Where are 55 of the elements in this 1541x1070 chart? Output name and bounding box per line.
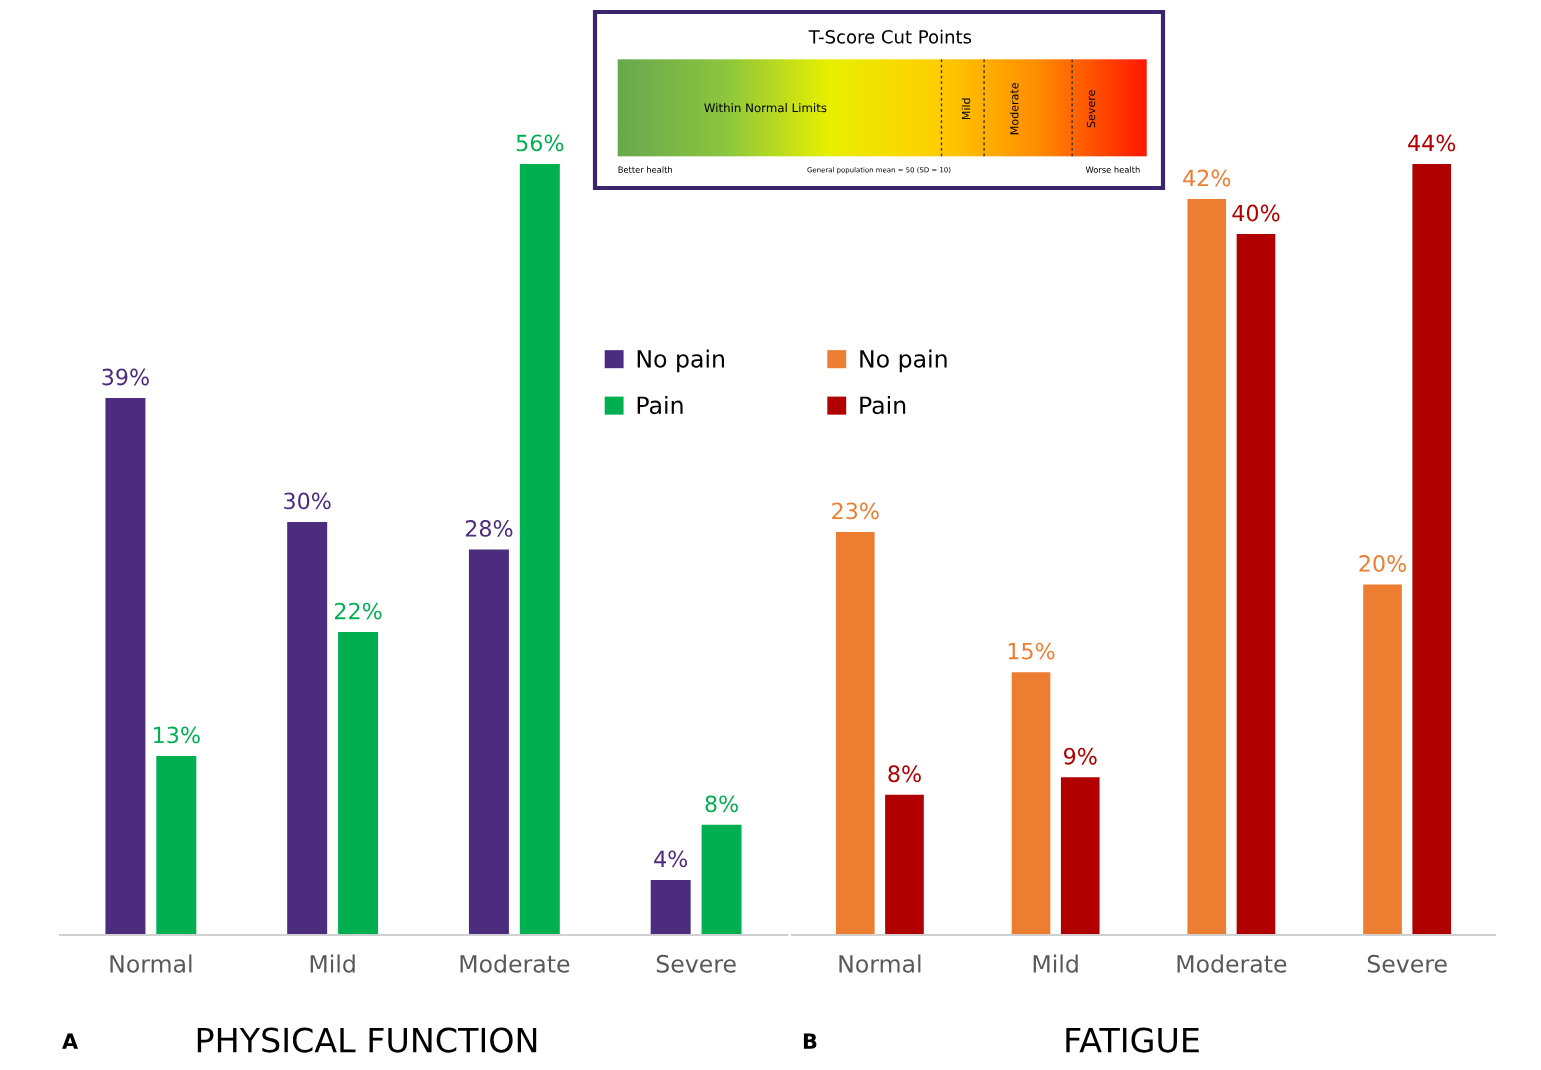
bar <box>105 398 146 935</box>
bar <box>650 879 691 935</box>
x-tick-label: Moderate <box>1177 954 1287 973</box>
legend-label: Pain <box>860 395 906 415</box>
bar <box>1363 584 1402 935</box>
text: PHYSICAL FUNCTION <box>197 1027 537 1053</box>
bar <box>835 531 875 935</box>
text: B <box>803 1033 817 1049</box>
text: Within Normal Limits <box>704 103 827 113</box>
data-label: 13% <box>154 726 200 744</box>
text: Moderate <box>1009 82 1019 135</box>
bar <box>519 163 560 935</box>
bar <box>885 794 924 935</box>
annotation: Worse health <box>1085 166 1140 173</box>
data-label: 42% <box>1183 169 1231 187</box>
data-label: 23% <box>832 502 879 520</box>
data-label: 4% <box>654 850 688 868</box>
data-label: 20% <box>1359 555 1406 572</box>
data-label: 8% <box>705 795 738 813</box>
legend-label: Pain <box>637 395 683 415</box>
data-label: 44% <box>1408 134 1456 152</box>
bar <box>1187 199 1227 935</box>
x-tick-label: Mild <box>1033 954 1078 973</box>
text: Severe <box>1086 90 1096 128</box>
x-tick-label: Mild <box>310 954 355 973</box>
annotation: Better health <box>618 166 672 173</box>
bar <box>1011 672 1051 935</box>
data-label: 39% <box>102 368 149 386</box>
text: T-Score Cut Points <box>808 29 972 44</box>
bar <box>1412 163 1452 935</box>
data-label: 22% <box>335 602 382 620</box>
text: Mild <box>961 98 971 120</box>
bar <box>1236 234 1276 935</box>
data-label: 15% <box>1008 642 1055 660</box>
bar <box>156 756 197 935</box>
x-tick-label: Moderate <box>460 954 570 973</box>
data-label: 40% <box>1232 204 1280 222</box>
data-label: 56% <box>516 134 564 152</box>
bar <box>1060 777 1100 935</box>
bar <box>338 632 379 935</box>
text: FATIGUE <box>1066 1027 1199 1053</box>
x-tick-label: Normal <box>110 954 192 973</box>
bar <box>287 521 328 935</box>
data-label: 9% <box>1064 747 1097 765</box>
text: A <box>62 1033 79 1049</box>
bar <box>468 549 509 935</box>
x-tick-label: Severe <box>656 954 736 973</box>
data-label: 8% <box>888 765 921 783</box>
legend-label: No pain <box>860 349 947 373</box>
data-label: 28% <box>465 520 513 537</box>
data-label: 30% <box>284 492 331 510</box>
x-tick-label: Normal <box>839 954 921 973</box>
x-tick-label: Severe <box>1367 954 1447 973</box>
bar <box>701 824 742 935</box>
legend-label: No pain <box>637 349 724 373</box>
